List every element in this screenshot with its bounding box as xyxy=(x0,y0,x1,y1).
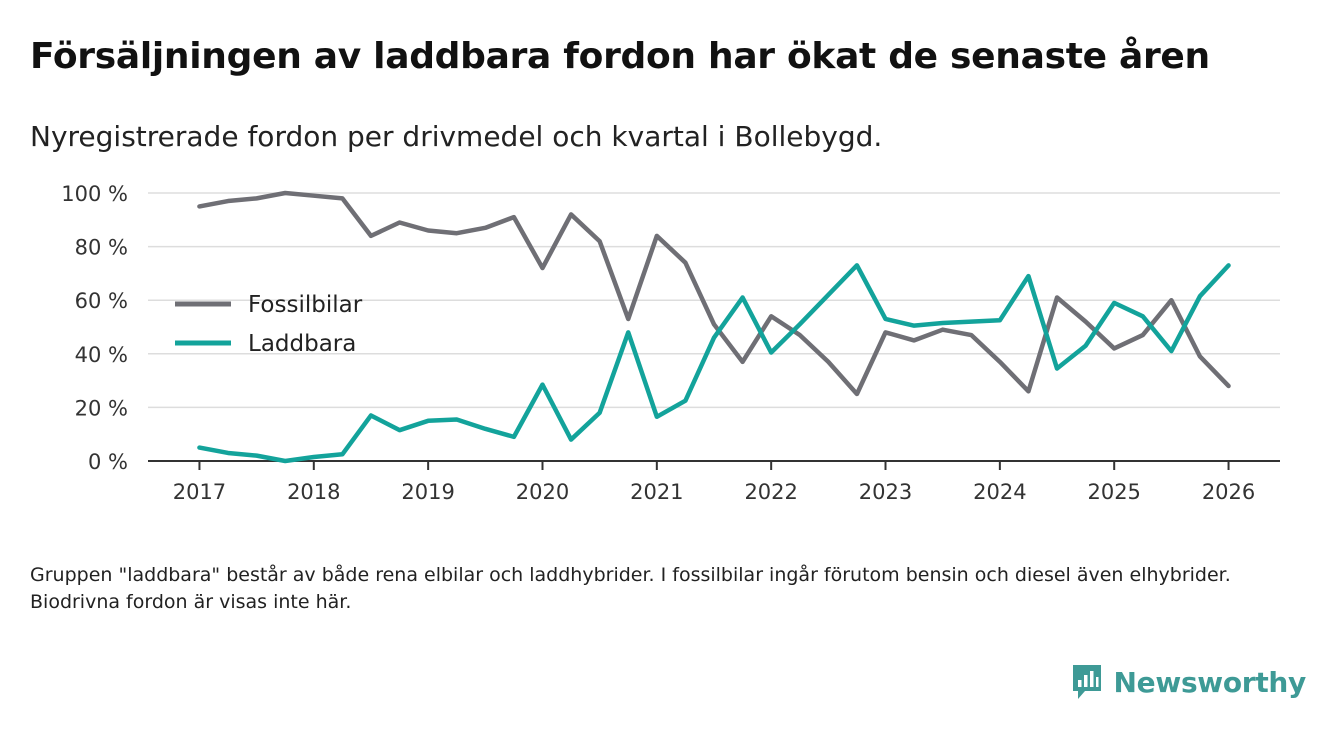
chart-title: Försäljningen av laddbara fordon har öka… xyxy=(30,36,1210,77)
legend: Fossilbilar Laddbara xyxy=(175,292,363,357)
y-tick-label: 100 % xyxy=(61,182,128,206)
y-tick-label: 60 % xyxy=(75,289,128,313)
legend-label-laddbara: Laddbara xyxy=(248,331,356,357)
x-tick-label: 2024 xyxy=(973,480,1026,504)
series-lines xyxy=(197,190,1231,464)
x-tick-label: 2018 xyxy=(287,480,340,504)
x-tick-label: 2017 xyxy=(173,480,226,504)
newsworthy-logo-icon xyxy=(1072,665,1101,699)
brand-logo[interactable]: Newsworthy xyxy=(1070,660,1306,704)
x-tick-label: 2020 xyxy=(516,480,569,504)
y-tick-label: 40 % xyxy=(75,343,128,367)
x-tick-label: 2025 xyxy=(1087,480,1140,504)
grid-lines xyxy=(148,192,1280,409)
x-tick-label: 2021 xyxy=(630,480,683,504)
y-tick-label: 0 % xyxy=(88,450,128,474)
x-tick-label: 2022 xyxy=(744,480,797,504)
brand-name: Newsworthy xyxy=(1113,665,1307,699)
legend-label-fossilbilar: Fossilbilar xyxy=(248,292,363,318)
line-chart: 0 % 20 % 40 % 60 % 80 % 100 % 2017 2018 2019 202… xyxy=(61,182,1280,504)
x-tick-label: 2023 xyxy=(859,480,912,504)
y-axis-ticks: 0 % 20 % 40 % 60 % 80 % 100 % xyxy=(61,182,128,474)
y-tick-label: 80 % xyxy=(75,236,128,260)
series-line-laddbara xyxy=(197,263,1231,464)
series-line-fossilbilar xyxy=(197,190,1231,397)
x-axis-ticks: 2017 2018 2019 2020 2021 2022 2023 2024 2025 2026 xyxy=(148,460,1280,504)
footnote: Gruppen "laddbara" består av både rena e… xyxy=(30,564,1231,613)
x-tick-label: 2019 xyxy=(401,480,454,504)
y-tick-label: 20 % xyxy=(75,396,128,420)
chart-subtitle: Nyregistrerade fordon per drivmedel och … xyxy=(30,120,883,153)
x-tick-label: 2026 xyxy=(1202,480,1255,504)
